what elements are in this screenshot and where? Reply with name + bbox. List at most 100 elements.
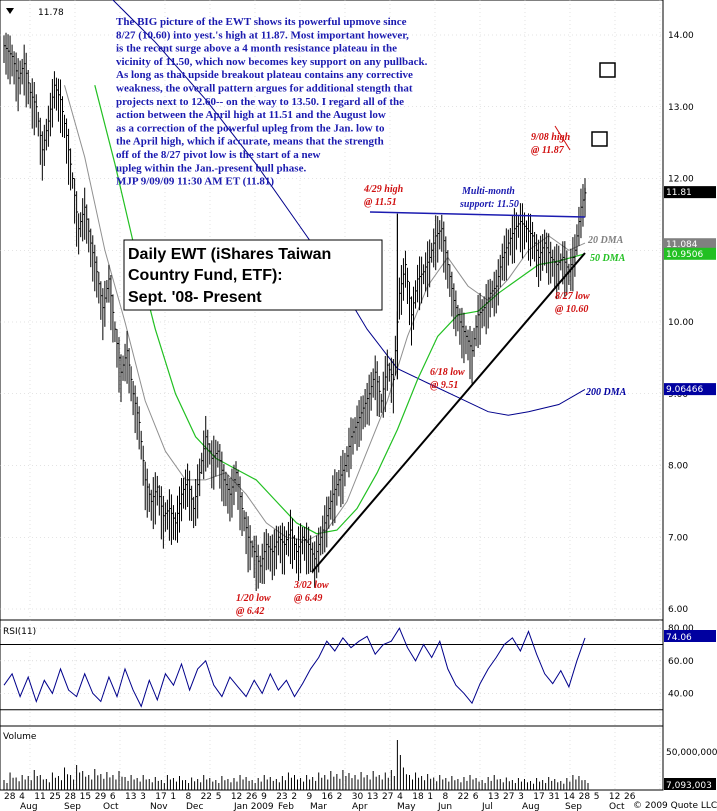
title-line-3: Sept. '08- Present bbox=[128, 289, 262, 306]
annot-302-low-value: @ 6.49 bbox=[294, 593, 322, 604]
annot-908-high: 9/08 high bbox=[531, 132, 571, 143]
month-label: Jun bbox=[437, 802, 452, 811]
month-label: Feb bbox=[278, 802, 294, 811]
commentary: The BIG picture of the EWT shows its pow… bbox=[116, 16, 428, 188]
day-label: 17 bbox=[155, 792, 166, 802]
annot-429-high-value: @ 11.51 bbox=[364, 197, 397, 208]
annot-908-high-value: @ 11.87 bbox=[531, 145, 565, 156]
price-tag-label: 11.084 bbox=[666, 240, 698, 250]
down-triangle-icon bbox=[6, 8, 14, 14]
month-label: Sep bbox=[565, 802, 582, 811]
uptrend-line bbox=[311, 252, 586, 573]
day-label: 16 bbox=[322, 792, 334, 802]
month-label: Jul bbox=[481, 802, 493, 811]
price-tick-label: 12.00 bbox=[668, 175, 694, 185]
volume-bars bbox=[3, 740, 589, 790]
price-axis: 14.0013.0012.0011.0010.009.008.007.006.0… bbox=[668, 31, 694, 615]
day-label: 22 bbox=[458, 792, 469, 802]
day-label: 26 bbox=[246, 792, 258, 802]
price-tag bbox=[664, 238, 716, 251]
price-tag bbox=[664, 186, 716, 199]
ma50-label: 50 DMA bbox=[590, 253, 626, 264]
day-label: 28 bbox=[4, 792, 16, 802]
rsi-tick-label: 80.00 bbox=[668, 624, 694, 634]
rsi-label: RSI(11) bbox=[3, 627, 36, 637]
day-label: 8 bbox=[443, 792, 449, 802]
commentary-line: As long as that upside breakout plateau … bbox=[116, 69, 413, 81]
commentary-line: action between the April high at 11.51 a… bbox=[116, 109, 386, 121]
day-label: 5 bbox=[216, 792, 222, 802]
month-label: Apr bbox=[352, 802, 368, 811]
annot-618-low: 6/18 low bbox=[430, 367, 465, 378]
month-label: Mar bbox=[310, 802, 327, 811]
day-label: 23 bbox=[276, 792, 287, 802]
day-label: 3 bbox=[140, 792, 146, 802]
day-label: 15 bbox=[80, 792, 91, 802]
day-label: 28 bbox=[64, 792, 76, 802]
month-label: May bbox=[397, 802, 416, 811]
credit: © 2009 Quote LLC bbox=[633, 801, 717, 811]
volume-last: 7,093,003 bbox=[666, 781, 712, 791]
day-label: 28 bbox=[579, 792, 591, 802]
volume-tick: 50,000,000 bbox=[666, 748, 717, 758]
day-label: 4 bbox=[397, 792, 403, 802]
commentary-line: projects next to 12.60-- on the way to 1… bbox=[116, 96, 404, 108]
annot-302-low: 3/02 low bbox=[293, 580, 329, 591]
month-label: Aug bbox=[20, 802, 38, 811]
commentary-line: the April high, which if accurate, means… bbox=[116, 136, 384, 148]
day-label: 12 bbox=[231, 792, 242, 802]
day-label: 27 bbox=[503, 792, 514, 802]
month-label: Oct bbox=[609, 802, 625, 811]
day-label: 29 bbox=[95, 792, 107, 802]
month-label: Jan 2009 bbox=[233, 802, 274, 811]
annot-429-high: 4/29 high bbox=[363, 184, 404, 195]
day-label: 13 bbox=[125, 792, 136, 802]
month-label: Oct bbox=[103, 802, 119, 811]
day-label: 2 bbox=[337, 792, 343, 802]
day-label: 5 bbox=[594, 792, 600, 802]
title-line-2: Country Fund, ETF): bbox=[128, 267, 283, 284]
month-label: Aug bbox=[522, 802, 540, 811]
rsi-line bbox=[3, 627, 586, 708]
annot-support-value: support: 11.50 bbox=[459, 199, 519, 210]
time-axis: 28 4 11 25 28 15 29 6 13 3 17 1 8 22 5 12 26 9 23 2 9 16 2 30 13… bbox=[4, 792, 636, 811]
day-label: 13 bbox=[367, 792, 378, 802]
day-label: 17 bbox=[533, 792, 544, 802]
month-label: Sep bbox=[64, 802, 81, 811]
price-tick-label: 13.00 bbox=[668, 103, 694, 113]
annot-support: Multi-month bbox=[461, 186, 515, 197]
day-label: 6 bbox=[110, 792, 116, 802]
ma200-label: 200 DMA bbox=[585, 387, 627, 398]
day-label: 4 bbox=[19, 792, 25, 802]
annot-827-low: 8/27 low bbox=[555, 291, 590, 302]
price-tick-label: 6.00 bbox=[668, 605, 688, 615]
day-label: 9 bbox=[306, 792, 312, 802]
target-box-12-60 bbox=[591, 131, 608, 147]
day-label: 18 bbox=[412, 792, 424, 802]
day-label: 1 bbox=[427, 792, 433, 802]
day-label: 27 bbox=[382, 792, 393, 802]
day-label: 1 bbox=[170, 792, 176, 802]
day-label: 12 bbox=[609, 792, 620, 802]
commentary-line: upleg within the Jan.-present bull phase… bbox=[116, 162, 306, 174]
target-box-13-50 bbox=[599, 62, 616, 78]
commentary-line: as a correction of the powerful upleg fr… bbox=[116, 122, 385, 134]
volume-panel bbox=[0, 725, 664, 791]
commentary-line: MJP 9/09/09 11:30 AM ET (11.81) bbox=[116, 176, 274, 188]
volume-label: Volume bbox=[3, 732, 37, 742]
price-tick-label: 14.00 bbox=[668, 31, 694, 41]
commentary-line: off of the 8/27 pivot low is the start o… bbox=[116, 149, 320, 161]
current-price-readout: 11.78 bbox=[38, 8, 64, 18]
price-tag bbox=[664, 383, 716, 396]
price-tag-label: 9.06466 bbox=[666, 385, 703, 395]
annot-120-low-value: @ 6.42 bbox=[236, 606, 264, 617]
title-line-1: Daily EWT (iShares Taiwan bbox=[128, 246, 331, 263]
price-tag-label: 10.9506 bbox=[666, 250, 703, 260]
annot-120-low: 1/20 low bbox=[236, 593, 271, 604]
day-label: 14 bbox=[564, 792, 576, 802]
price-tag bbox=[664, 247, 716, 260]
price-tick-label: 8.00 bbox=[668, 462, 688, 472]
rsi-value: 74.06 bbox=[666, 633, 692, 643]
commentary-line: The BIG picture of the EWT shows its pow… bbox=[116, 16, 407, 28]
